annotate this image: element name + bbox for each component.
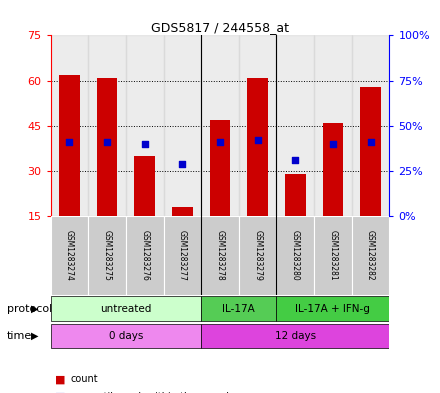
Text: IL-17A: IL-17A	[223, 303, 255, 314]
Bar	[126, 35, 164, 216]
Bar	[51, 216, 88, 295]
Bar	[239, 216, 276, 295]
Bar	[276, 296, 389, 321]
Text: GSM1283280: GSM1283280	[291, 230, 300, 281]
Text: percentile rank within the sample: percentile rank within the sample	[70, 392, 235, 393]
Text: GSM1283282: GSM1283282	[366, 230, 375, 281]
Text: count: count	[70, 374, 98, 384]
Point	[367, 139, 374, 145]
Bar	[97, 77, 117, 216]
Title: GDS5817 / 244558_at: GDS5817 / 244558_at	[151, 21, 289, 34]
Text: GSM1283278: GSM1283278	[216, 230, 224, 281]
Bar	[51, 35, 88, 216]
Bar	[88, 216, 126, 295]
Point	[141, 141, 148, 147]
Text: protocol: protocol	[7, 303, 52, 314]
Bar	[134, 156, 155, 216]
Point	[330, 141, 337, 147]
Bar	[352, 216, 389, 295]
Bar	[88, 35, 126, 216]
Text: IL-17A + IFN-g: IL-17A + IFN-g	[296, 303, 370, 314]
Bar	[352, 35, 389, 216]
Bar	[51, 296, 201, 321]
Bar	[164, 35, 201, 216]
Text: GSM1283279: GSM1283279	[253, 230, 262, 281]
Bar	[201, 35, 239, 216]
Text: GSM1283277: GSM1283277	[178, 230, 187, 281]
Bar	[276, 216, 314, 295]
Bar	[172, 207, 193, 216]
Point	[103, 139, 110, 145]
Bar	[59, 75, 80, 216]
Bar	[126, 216, 164, 295]
Bar	[360, 86, 381, 216]
Text: 12 days: 12 days	[275, 331, 316, 341]
Bar	[201, 216, 239, 295]
Text: GSM1283276: GSM1283276	[140, 230, 149, 281]
Point	[216, 139, 224, 145]
Bar	[164, 216, 201, 295]
Text: ■: ■	[55, 392, 66, 393]
Bar	[314, 216, 352, 295]
Point	[254, 137, 261, 143]
Text: ▶: ▶	[31, 331, 39, 341]
Bar	[285, 174, 306, 216]
Point	[292, 157, 299, 163]
Bar	[51, 324, 201, 348]
Point	[66, 139, 73, 145]
Bar	[323, 123, 343, 216]
Text: untreated: untreated	[100, 303, 151, 314]
Bar	[201, 324, 389, 348]
Bar	[276, 35, 314, 216]
Text: ▶: ▶	[31, 303, 39, 314]
Bar	[209, 120, 231, 216]
Point	[179, 161, 186, 167]
Bar	[201, 296, 276, 321]
Bar	[314, 35, 352, 216]
Text: GSM1283281: GSM1283281	[328, 230, 337, 281]
Bar	[239, 35, 276, 216]
Bar	[247, 77, 268, 216]
Text: GSM1283274: GSM1283274	[65, 230, 74, 281]
Text: time: time	[7, 331, 32, 341]
Text: 0 days: 0 days	[109, 331, 143, 341]
Text: GSM1283275: GSM1283275	[103, 230, 112, 281]
Text: ■: ■	[55, 374, 66, 384]
